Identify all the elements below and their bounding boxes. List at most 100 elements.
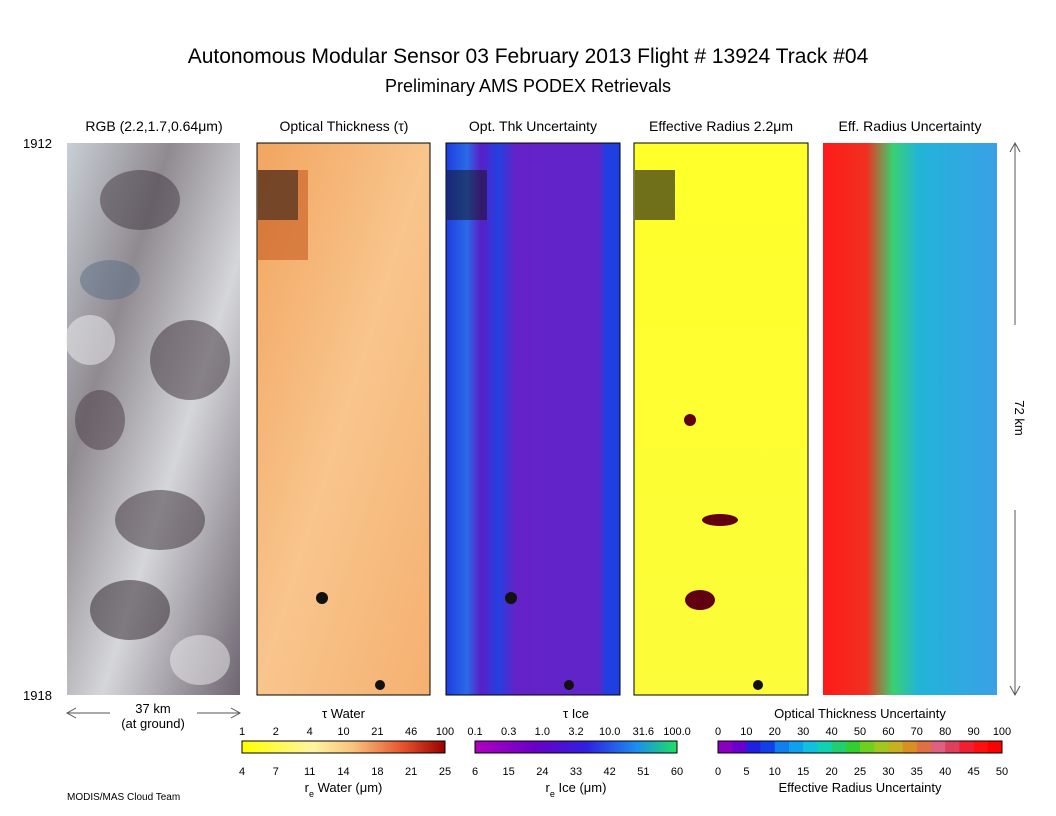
colorbar-bottom-label: Effective Radius Uncertainty — [778, 780, 942, 795]
panel-title: Eff. Radius Uncertainty — [839, 118, 982, 134]
colorbar-top-tick: 80 — [939, 726, 951, 738]
colorbar-step — [732, 741, 747, 753]
colorbar-step — [987, 741, 1003, 753]
colorbar-bottom-tick: 10 — [769, 766, 781, 778]
colorbar-bottom-tick: 11 — [304, 766, 315, 778]
colorbar-top-tick: 31.6 — [633, 726, 654, 738]
colorbar-top-tick: 50 — [854, 726, 866, 738]
colorbar-step — [746, 741, 761, 753]
colorbar-step — [973, 741, 989, 753]
colorbar-bottom-tick: 15 — [503, 766, 515, 778]
title: Autonomous Modular Sensor 03 February 20… — [188, 45, 869, 68]
label-part: Effective Radius Uncertainty — [778, 780, 942, 795]
colorbar-top-tick: 3.2 — [568, 726, 583, 738]
colorbar-step — [874, 741, 889, 753]
footer: MODIS/MAS Cloud Team — [67, 792, 180, 803]
colorbar-top-label: Optical Thickness Uncertainty — [774, 706, 946, 721]
colorbar-step — [860, 741, 875, 753]
colorbar-step — [945, 741, 960, 753]
re-image — [633, 142, 809, 696]
colorbar-top-tick: 21 — [371, 726, 383, 738]
colorbar-step — [845, 741, 861, 753]
width-label: 37 km — [135, 701, 170, 716]
colorbar-bottom-tick: 20 — [825, 766, 837, 778]
colorbar-top-tick: 0.3 — [501, 726, 516, 738]
label-part: e — [550, 789, 555, 799]
colorbar-bottom-tick: 21 — [405, 766, 417, 778]
colorbar-top-tick: 1 — [239, 726, 245, 738]
length-label: 72 km — [1012, 400, 1027, 435]
panel-title: Opt. Thk Uncertainty — [469, 118, 597, 134]
colorbar-top-tick: 70 — [911, 726, 923, 738]
colorbar-step — [831, 741, 847, 753]
width-note: (at ground) — [121, 716, 185, 731]
colorbar-bottom-tick: 45 — [967, 766, 979, 778]
rgb-texture — [65, 170, 230, 685]
colorbar-top-label: τ Water — [322, 706, 366, 721]
colorbar-step — [817, 741, 832, 753]
colorbar-bottom-label: re Water (μm) — [305, 780, 383, 799]
panel-title: Effective Radius 2.2μm — [649, 118, 793, 134]
colorbar-top-tick: 30 — [797, 726, 809, 738]
colorbar-step — [888, 741, 903, 753]
colorbar-step — [760, 741, 776, 753]
label-part: r — [305, 780, 310, 795]
colorbar-top-tick: 10 — [740, 726, 752, 738]
colorbar-top-tick: 2 — [273, 726, 279, 738]
colorbar-top-tick: 40 — [825, 726, 837, 738]
colorbar-bottom-label: re Ice (μm) — [546, 780, 607, 799]
label-part: Water (μm) — [314, 780, 382, 795]
colorbar — [474, 740, 678, 754]
subtitle: Preliminary AMS PODEX Retrievals — [385, 76, 671, 96]
colorbar-bottom-tick: 5 — [743, 766, 749, 778]
colorbar-bottom-tick: 25 — [439, 766, 451, 778]
length-arrow — [1009, 141, 1021, 697]
colorbar-bottom-tick: 25 — [854, 766, 866, 778]
width-arrow — [65, 707, 242, 719]
colorbar-top-tick: 10 — [337, 726, 349, 738]
colorbar-bottom-tick: 33 — [570, 766, 582, 778]
colorbar-bottom-tick: 4 — [239, 766, 245, 778]
colorbar-bottom-tick: 40 — [939, 766, 951, 778]
colorbar-step — [774, 741, 790, 753]
colorbar-bottom-tick: 24 — [536, 766, 548, 778]
colorbar-step — [789, 741, 804, 753]
colorbar-step — [718, 741, 733, 753]
colorbar-bottom-tick: 6 — [472, 766, 478, 778]
panel-title: Optical Thickness (τ) — [280, 118, 409, 134]
re-large — [684, 414, 738, 610]
colorbar-top-tick: 20 — [769, 726, 781, 738]
colorbar-top-tick: 90 — [967, 726, 979, 738]
colorbar-top-tick: 100 — [436, 726, 454, 738]
colorbar-step — [916, 741, 932, 753]
colorbar-top-tick: 100 — [993, 726, 1011, 738]
colorbar — [241, 740, 446, 754]
colorbar-top-tick: 0.1 — [467, 726, 482, 738]
colorbar-bottom-tick: 50 — [996, 766, 1008, 778]
colorbar-bottom-tick: 30 — [882, 766, 894, 778]
colorbar-top-tick: 10.0 — [599, 726, 620, 738]
colorbar-top-tick: 4 — [307, 726, 313, 738]
colorbar-bottom-tick: 51 — [637, 766, 649, 778]
colorbar-top-tick: 100.0 — [663, 726, 691, 738]
colorbar-bottom-tick: 18 — [371, 766, 383, 778]
label-part: e — [309, 789, 314, 799]
colorbar-bottom-tick: 14 — [337, 766, 349, 778]
colorbar-bottom-tick: 60 — [671, 766, 683, 778]
colorbar-top-tick: 46 — [405, 726, 417, 738]
scan-start: 1912 — [23, 136, 52, 151]
colorbar-top-tick: 60 — [882, 726, 894, 738]
label-part: r — [546, 780, 551, 795]
colorbar-step — [959, 741, 974, 753]
scan-end: 1918 — [23, 688, 52, 703]
panel-images — [65, 142, 997, 696]
re-unc-image — [823, 143, 997, 695]
colorbar-bottom-tick: 42 — [604, 766, 616, 778]
colorbar-top-label: τ Ice — [563, 706, 589, 721]
colorbar-bottom-tick: 35 — [911, 766, 923, 778]
colorbar-bottom-tick: 15 — [797, 766, 809, 778]
colorbar-bottom-tick: 7 — [273, 766, 279, 778]
panel-title: RGB (2.2,1.7,0.64μm) — [85, 118, 222, 134]
